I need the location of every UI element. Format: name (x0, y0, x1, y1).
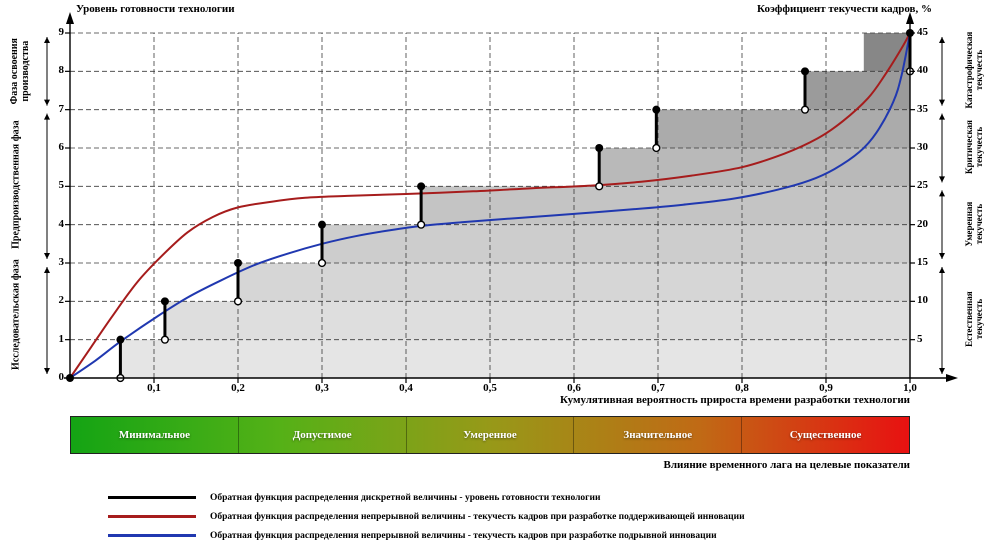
impact-caption: Влияние временного лага на целевые показ… (663, 459, 910, 471)
phase-label-research: Исследовательская фаза (10, 259, 22, 370)
y-right-axis-title: Коэффициент текучести кадров, % (757, 3, 932, 15)
y-right-tick-label: 30 (917, 141, 928, 153)
y-right-tick-label: 35 (917, 102, 928, 115)
x-tick-label: 0,8 (735, 382, 749, 394)
legend-item-disruptive: Обратная функция распределения непрерывн… (108, 526, 745, 545)
y-left-tick-label: 8 (58, 64, 65, 77)
x-tick-label: 0,2 (231, 382, 245, 394)
legend-label-sustaining: Обратная функция распределения непрерывн… (210, 511, 745, 522)
legend-item-sustaining: Обратная функция распределения непрерывн… (108, 507, 745, 526)
y-right-tick-label: 45 (917, 26, 928, 38)
zone-label-natural: Естественная текучесть (963, 291, 984, 347)
y-left-tick-label: 7 (58, 102, 65, 115)
legend-line-sustaining (108, 515, 196, 518)
x-tick-label: 0,6 (567, 382, 581, 394)
zone-label-critical: Критическая текучесть (963, 120, 984, 175)
y-left-axis-title: Уровень готовности технологии (76, 3, 235, 15)
legend-item-step: Обратная функция распределения дискретно… (108, 488, 745, 507)
y-right-tick-label: 25 (917, 179, 928, 192)
y-left-tick-label: 6 (58, 141, 65, 153)
y-left-tick-label: 4 (58, 217, 65, 230)
zone-label-moderate: Умеренная текучесть (963, 201, 984, 247)
legend-label-step: Обратная функция распределения дискретно… (210, 492, 601, 503)
x-axis-title: Кумулятивная вероятность прироста времен… (559, 394, 910, 406)
x-tick-label: 0,4 (399, 382, 413, 394)
zone-label-catastrophic: Катастрофическая текучесть (963, 31, 984, 109)
legend: Обратная функция распределения дискретно… (108, 488, 745, 545)
x-tick-label: 0,7 (651, 382, 665, 394)
y-right-tick-label: 15 (917, 256, 928, 268)
y-right-tick-label: 20 (917, 217, 928, 230)
x-tick-label: 0,3 (315, 382, 329, 394)
y-left-tick-label: 5 (58, 179, 65, 192)
impact-cell-substantial: Существенное (789, 429, 862, 441)
phase-label-preproduction: Предпроизводственная фаза (10, 120, 22, 249)
x-tick-label: 0,9 (819, 382, 833, 394)
impact-cell-minimal: Минимальное (71, 417, 239, 453)
y-left-tick-label: 3 (58, 256, 65, 268)
legend-line-step (108, 496, 196, 499)
y-left-tick-label: 0 (58, 371, 65, 383)
impact-cell-moderate: Умеренное (407, 417, 575, 453)
y-right-tick-label: 10 (917, 294, 928, 307)
x-tick-label: 0,1 (147, 382, 161, 394)
y-left-tick-label: 9 (58, 26, 65, 38)
y-right-tick-label: 40 (917, 64, 928, 77)
x-tick-label: 1,0 (903, 382, 917, 394)
y-left-tick-label: 2 (58, 294, 65, 307)
legend-label-disruptive: Обратная функция распределения непрерывн… (210, 530, 717, 541)
legend-line-disruptive (108, 534, 196, 537)
y-right-tick-label: 5 (917, 332, 923, 345)
impact-scale-bar: Минимальное Допустимое Умеренное Значите… (70, 416, 910, 454)
impact-cell-significant: Значительное (574, 417, 743, 453)
impact-cell-acceptable: Допустимое (239, 417, 407, 453)
y-left-tick-label: 1 (58, 332, 65, 345)
x-tick-label: 0,5 (483, 382, 497, 394)
